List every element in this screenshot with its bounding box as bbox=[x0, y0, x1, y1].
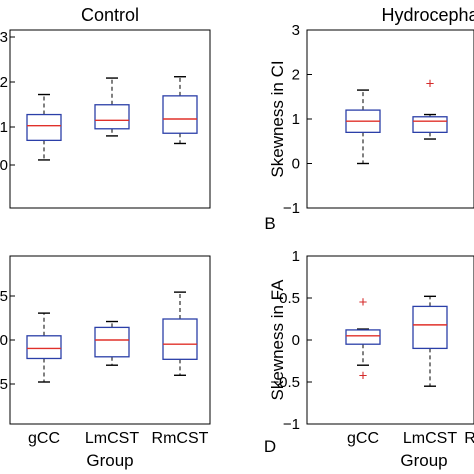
y-tick-label: .5 bbox=[0, 376, 8, 393]
panel-letter: D bbox=[264, 437, 276, 456]
y-tick-label: 2 bbox=[292, 67, 300, 84]
y-tick-label: 0.5 bbox=[279, 290, 300, 307]
panel-bottom-right: −1 −0.5 0 0.5 1 Skewness in FA D gCC LmCST R Group… bbox=[264, 248, 474, 470]
box-plot bbox=[412, 295, 448, 387]
box-plot: ++ bbox=[345, 294, 381, 384]
box bbox=[26, 335, 62, 360]
box-plot bbox=[94, 77, 130, 137]
category-label: LmCST bbox=[85, 430, 139, 447]
outlier-marker: + bbox=[359, 294, 368, 311]
chart-title: Hydrocepha bbox=[381, 5, 474, 25]
axes-frame bbox=[306, 29, 474, 209]
panel-top-left: Control 3 2 1 0 bbox=[0, 5, 211, 209]
box-plot bbox=[345, 89, 381, 165]
y-tick-label: 1 bbox=[0, 119, 8, 136]
box bbox=[162, 95, 198, 134]
box bbox=[94, 326, 130, 358]
y-tick-label: 1 bbox=[292, 111, 300, 128]
box bbox=[26, 113, 62, 142]
x-axis-label: Group bbox=[400, 451, 447, 470]
y-tick-label: 2 bbox=[0, 74, 8, 91]
box-plot bbox=[162, 291, 198, 376]
box bbox=[412, 305, 448, 350]
y-tick-label: −1 bbox=[283, 200, 300, 217]
y-axis-label: Skewness in CI bbox=[268, 60, 287, 177]
box-plot bbox=[26, 93, 62, 161]
category-label: gCC bbox=[28, 430, 60, 447]
panel-letter: B bbox=[264, 214, 275, 233]
category-label: R bbox=[464, 430, 474, 447]
box bbox=[345, 329, 381, 345]
panel-bottom-left: .5 0 .5 gCC LmCST RmCST Group bbox=[0, 255, 211, 470]
outlier-marker: + bbox=[359, 367, 368, 384]
y-axis-label: Skewness in FA bbox=[268, 279, 287, 401]
y-tick-label: −1 bbox=[283, 416, 300, 433]
category-label: LmCST bbox=[403, 430, 457, 447]
y-tick-label: 1 bbox=[292, 248, 300, 265]
y-tick-label: 0 bbox=[0, 332, 8, 349]
y-tick-label: 0 bbox=[0, 157, 8, 174]
x-axis-label: Group bbox=[86, 451, 133, 470]
y-tick-label: 3 bbox=[0, 29, 8, 46]
y-tick-label: 3 bbox=[292, 22, 300, 39]
box bbox=[94, 104, 130, 130]
box bbox=[162, 318, 198, 360]
box-plot bbox=[162, 76, 198, 145]
box-plot bbox=[94, 320, 130, 366]
y-tick-label: 0 bbox=[292, 332, 300, 349]
y-tick-label: −0.5 bbox=[270, 374, 300, 391]
panel-top-right: Hydrocepha −1 0 1 2 3 Skewness in CI B + bbox=[264, 5, 474, 233]
category-label: gCC bbox=[347, 430, 379, 447]
box-plot: + bbox=[412, 75, 448, 140]
box bbox=[412, 116, 448, 134]
chart-title: Control bbox=[81, 5, 139, 25]
y-tick-label: .5 bbox=[0, 288, 8, 305]
category-label: RmCST bbox=[152, 430, 209, 447]
box-plot bbox=[26, 312, 62, 383]
axes-frame bbox=[9, 29, 211, 209]
outlier-marker: + bbox=[426, 75, 435, 92]
axes-frame bbox=[306, 255, 474, 425]
y-tick-label: 0 bbox=[292, 156, 300, 173]
